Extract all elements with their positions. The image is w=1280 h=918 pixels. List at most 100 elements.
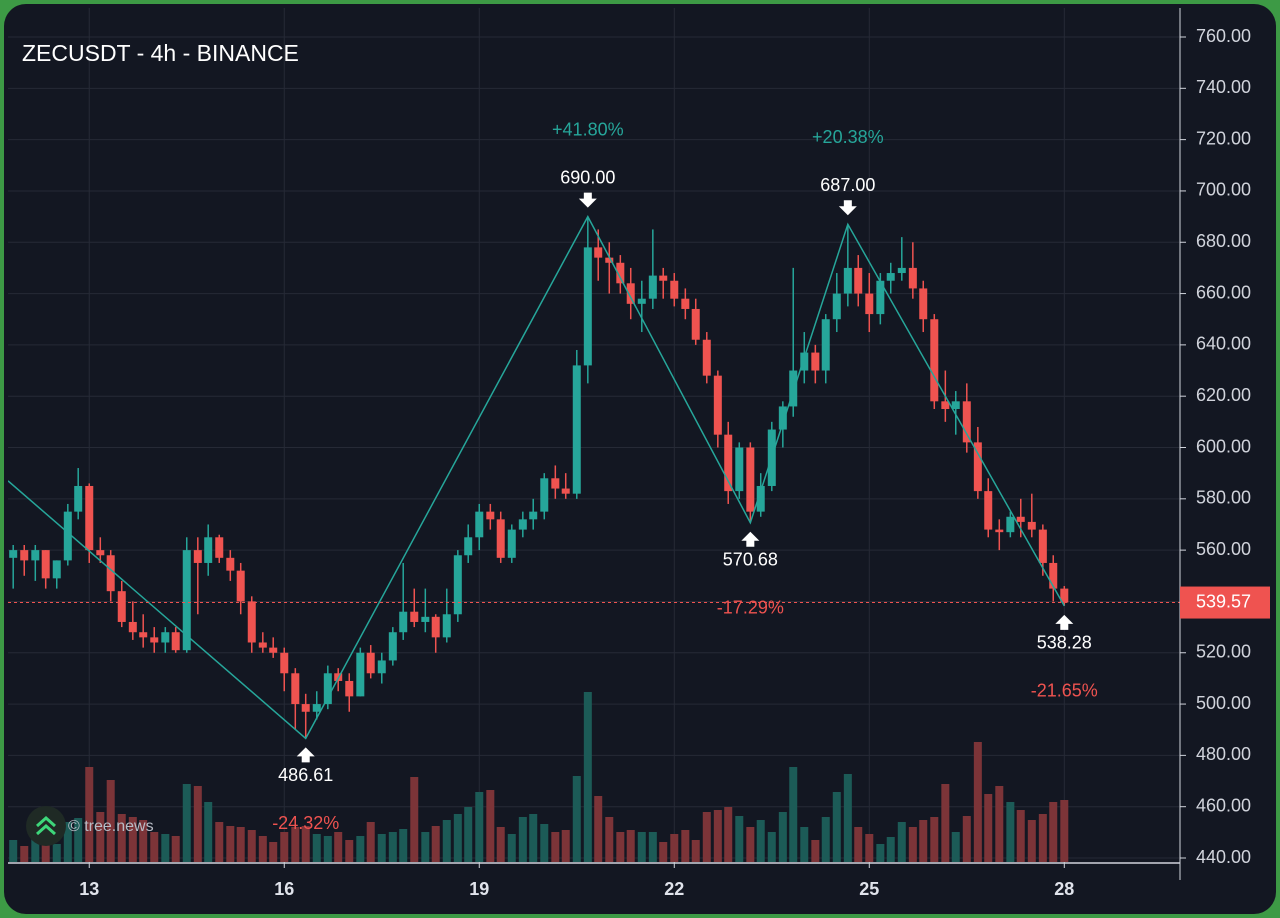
volume-bar bbox=[486, 790, 495, 862]
x-tick-label: 28 bbox=[1054, 879, 1074, 899]
volume-bar bbox=[648, 832, 657, 862]
volume-bar bbox=[789, 767, 798, 862]
volume-bar bbox=[247, 830, 256, 862]
candle-body bbox=[161, 632, 170, 643]
volume-bar bbox=[941, 784, 950, 862]
volume-bar bbox=[713, 810, 722, 862]
pivot-change: -21.65% bbox=[1031, 681, 1098, 701]
volume-bar bbox=[746, 827, 755, 862]
volume-bar bbox=[106, 780, 115, 862]
candle-body bbox=[63, 511, 72, 561]
volume-bar bbox=[128, 817, 137, 862]
volume-bar bbox=[226, 826, 235, 862]
chart-title: ZECUSDT - 4h - BINANCE bbox=[22, 40, 299, 66]
candle-body bbox=[52, 560, 61, 579]
candle-body bbox=[811, 352, 820, 371]
volume-bar bbox=[800, 827, 809, 862]
candle-body bbox=[74, 485, 83, 512]
candle-body bbox=[702, 339, 711, 376]
candle-body bbox=[583, 247, 592, 366]
volume-bar bbox=[626, 830, 635, 862]
volume-bar bbox=[702, 812, 711, 862]
volume-bar bbox=[756, 820, 765, 862]
volume-bar bbox=[63, 822, 72, 862]
volume-bar bbox=[464, 807, 473, 862]
volume-bar bbox=[421, 832, 430, 862]
volume-bar bbox=[1038, 814, 1047, 862]
candle-body bbox=[854, 267, 863, 294]
candle-body bbox=[681, 298, 690, 309]
candle-body bbox=[778, 406, 787, 430]
volume-bar bbox=[605, 817, 614, 862]
volume-bar bbox=[691, 840, 700, 862]
last-price-badge bbox=[1180, 586, 1270, 619]
candle-body bbox=[648, 275, 657, 299]
y-tick-label: 700.00 bbox=[1196, 180, 1251, 200]
volume-bar bbox=[475, 792, 484, 862]
candle-body bbox=[41, 550, 50, 579]
volume-bar bbox=[399, 829, 408, 862]
candle-body bbox=[1006, 516, 1015, 533]
candle-body bbox=[572, 365, 581, 494]
candle-body bbox=[832, 293, 841, 320]
x-tick-label: 13 bbox=[79, 879, 99, 899]
volume-bar bbox=[171, 836, 180, 862]
volume-bar bbox=[301, 826, 310, 862]
volume-bar bbox=[930, 817, 939, 862]
pivot-change: -17.29% bbox=[717, 597, 784, 617]
volume-bar bbox=[583, 692, 592, 862]
candle-body bbox=[269, 647, 278, 653]
volume-bar bbox=[193, 786, 202, 862]
volume-bar bbox=[356, 836, 365, 862]
candle-body bbox=[540, 478, 549, 512]
candle-body bbox=[735, 447, 744, 492]
candle-body bbox=[117, 591, 126, 622]
volume-bar bbox=[291, 827, 300, 862]
candle-body bbox=[431, 616, 440, 638]
y-tick-label: 720.00 bbox=[1196, 128, 1251, 148]
candle-body bbox=[1060, 588, 1069, 603]
candle-body bbox=[930, 319, 939, 402]
candle-body bbox=[96, 550, 105, 556]
volume-bar bbox=[377, 834, 386, 862]
volume-bar bbox=[85, 767, 94, 862]
volume-bar bbox=[962, 816, 971, 862]
volume-bar bbox=[724, 807, 733, 862]
candle-body bbox=[876, 280, 885, 315]
pivot-arrow bbox=[838, 200, 857, 216]
pivot-label: 570.68 bbox=[723, 549, 778, 569]
pivot-change: +20.38% bbox=[812, 127, 884, 147]
candle-body bbox=[691, 308, 700, 340]
grid bbox=[8, 8, 1180, 862]
candle-body bbox=[377, 660, 386, 674]
candle-body bbox=[789, 370, 798, 407]
overlay bbox=[8, 215, 1180, 740]
candle-body bbox=[529, 511, 538, 520]
volume-bar bbox=[453, 814, 462, 862]
pivot-arrow bbox=[1055, 614, 1074, 630]
candle-body bbox=[182, 550, 191, 651]
volume-bar bbox=[767, 832, 776, 862]
y-tick-label: 480.00 bbox=[1196, 744, 1251, 764]
volume-bar bbox=[442, 820, 451, 862]
volume-bar bbox=[843, 774, 852, 862]
candle-body bbox=[605, 257, 614, 263]
candle-body bbox=[713, 375, 722, 435]
volume-bar bbox=[919, 820, 928, 862]
y-tick-label: 640.00 bbox=[1196, 334, 1251, 354]
candle-body bbox=[128, 621, 137, 633]
pivot-change: -24.32% bbox=[272, 813, 339, 833]
candle-body bbox=[442, 614, 451, 638]
y-tick-label: 600.00 bbox=[1196, 436, 1251, 456]
candle-body bbox=[139, 632, 148, 638]
candle-body bbox=[670, 280, 679, 299]
candle-body bbox=[973, 442, 982, 492]
volume-bar bbox=[886, 837, 895, 862]
y-tick-label: 660.00 bbox=[1196, 282, 1251, 302]
volume-bar bbox=[52, 844, 61, 862]
candle-body bbox=[518, 519, 527, 530]
candle-body bbox=[941, 401, 950, 410]
pivot-arrow bbox=[741, 531, 760, 547]
x-tick-label: 16 bbox=[274, 879, 294, 899]
candle-body bbox=[323, 673, 332, 705]
